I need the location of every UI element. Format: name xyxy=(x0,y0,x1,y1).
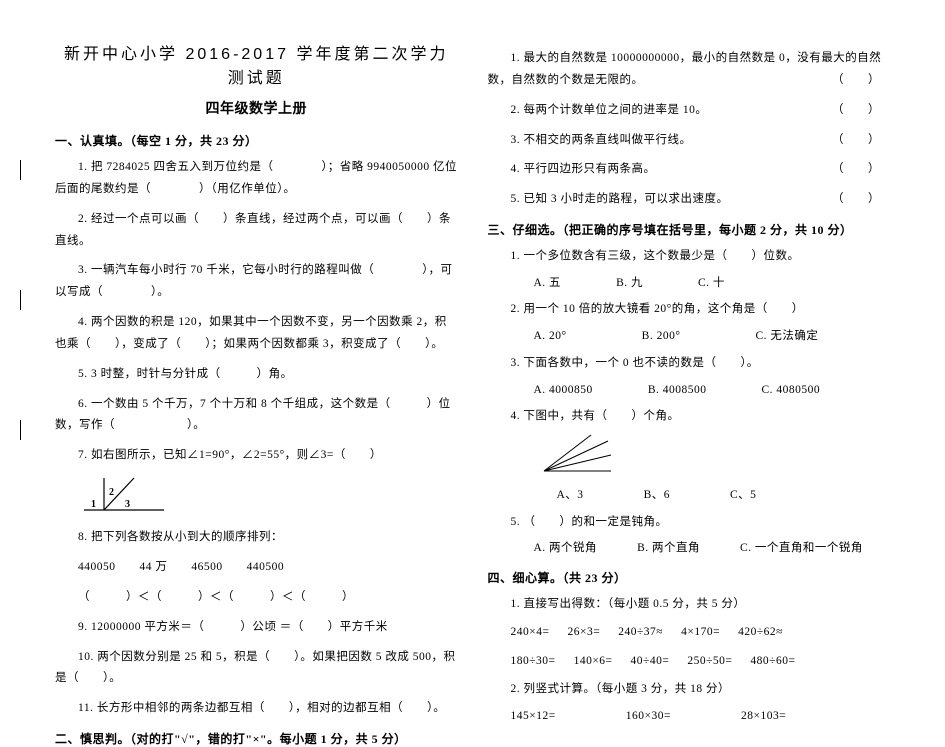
exam-subtitle: 四年级数学上册 xyxy=(55,98,458,118)
s2-q4-text: 4. 平行四边形只有两条高。 xyxy=(511,163,656,175)
s2-q5: 5. 已知 3 小时走的路程，可以求出速度。 （ ） xyxy=(488,189,901,211)
calc: 28×103= xyxy=(741,705,786,728)
opt-b: B、6 xyxy=(644,485,670,506)
s4-sub1: 1. 直接写出得数：（每小题 0.5 分，共 5 分） xyxy=(511,594,901,615)
s1-q4: 4. 两个因数的积是 120，如果其中一个因数不变，另一个因数乘 2，积也乘（ … xyxy=(55,312,458,356)
paren-blank: （ ） xyxy=(809,100,880,122)
calc-row-3: 145×12= 160×30= 28×103= xyxy=(511,705,901,728)
s3-q1-options: A. 五 B. 九 C. 十 xyxy=(534,273,901,294)
opt-a: A. 4000850 xyxy=(534,380,593,401)
opt-a: A、3 xyxy=(557,485,584,506)
calc-row-2: 180÷30= 140×6= 40÷40= 250÷50= 480÷60= xyxy=(511,650,901,673)
s2-q1: 1. 最大的自然数是 10000000000，最小的自然数是 0，没有最大的自然… xyxy=(488,48,901,92)
opt-a: A. 五 xyxy=(534,273,562,294)
s2-q3-text: 3. 不相交的两条直线叫做平行线。 xyxy=(511,134,692,146)
s3-q2: 2. 用一个 10 倍的放大镜看 20°的角，这个角是（ ） xyxy=(511,299,901,320)
s1-q9: 9. 12000000 平方米＝（ ）公顷 ＝（ ）平方千米 xyxy=(55,617,458,639)
paren-blank: （ ） xyxy=(809,70,880,92)
s1-q8: 8. 把下列各数按从小到大的顺序排列： xyxy=(55,527,458,549)
opt-b: B. 两个直角 xyxy=(637,538,700,559)
svg-text:1: 1 xyxy=(91,499,97,510)
s3-q1: 1. 一个多位数含有三级，这个数最少是（ ）位数。 xyxy=(511,246,901,267)
s1-q8-nums: 440050 44 万 46500 440500 xyxy=(78,557,458,579)
right-column: 1. 最大的自然数是 10000000000，最小的自然数是 0，没有最大的自然… xyxy=(473,40,916,648)
opt-a: A. 20° xyxy=(534,326,567,347)
section1-header: 一、认真填。（每空 1 分，共 23 分） xyxy=(55,132,458,149)
calc-row-1: 240×4= 26×3= 240÷37≈ 4×170= 420÷62≈ xyxy=(511,621,901,644)
calc: 240÷37≈ xyxy=(618,621,663,644)
opt-b: B. 4008500 xyxy=(648,380,707,401)
s3-q2-options: A. 20° B. 200° C. 无法确定 xyxy=(534,326,901,347)
svg-text:2: 2 xyxy=(109,487,115,498)
calc: 40÷40= xyxy=(631,650,670,673)
s3-q5-options: A. 两个锐角 B. 两个直角 C. 一个直角和一个锐角 xyxy=(534,538,901,559)
exam-title: 新开中心小学 2016-2017 学年度第二次学力测试题 xyxy=(55,40,458,88)
s1-q5: 5. 3 时整，时针与分针成（ ）角。 xyxy=(55,364,458,386)
opt-c: C、5 xyxy=(730,485,756,506)
left-column: 新开中心小学 2016-2017 学年度第二次学力测试题 四年级数学上册 一、认… xyxy=(30,40,473,648)
s1-q6: 6. 一个数由 5 个千万，7 个十万和 8 个千组成，这个数是（ ）位数，写作… xyxy=(55,394,458,438)
s3-q4-options: A、3 B、6 C、5 xyxy=(557,485,901,506)
fan-angle-diagram xyxy=(536,433,901,479)
s2-q2: 2. 每两个计数单位之间的进率是 10。 （ ） xyxy=(488,100,901,122)
s2-q2-text: 2. 每两个计数单位之间的进率是 10。 xyxy=(511,104,708,116)
s3-q3: 3. 下面各数中，一个 0 也不读的数是（ ）。 xyxy=(511,353,901,374)
s3-q3-options: A. 4000850 B. 4008500 C. 4080500 xyxy=(534,380,901,401)
s4-sub2: 2. 列竖式计算。（每小题 3 分，共 18 分） xyxy=(511,679,901,700)
angle-diagram: 1 2 3 xyxy=(79,475,458,519)
s1-q1: 1. 把 7284025 四舍五入到万位约是（ ）；省略 9940050000 … xyxy=(55,157,458,201)
calc: 140×6= xyxy=(574,650,613,673)
opt-b: B. 200° xyxy=(642,326,681,347)
calc: 4×170= xyxy=(681,621,720,644)
paren-blank: （ ） xyxy=(809,130,880,152)
calc: 480÷60= xyxy=(750,650,795,673)
s1-q2: 2. 经过一个点可以画（ ）条直线，经过两个点，可以画（ ）条直线。 xyxy=(55,209,458,253)
s1-q3: 3. 一辆汽车每小时行 70 千米，它每小时行的路程叫做（ ），可以写成（ ）。 xyxy=(55,260,458,304)
opt-c: C. 无法确定 xyxy=(755,326,818,347)
calc: 180÷30= xyxy=(511,650,556,673)
opt-b: B. 九 xyxy=(616,273,643,294)
paren-blank: （ ） xyxy=(809,159,880,181)
s1-q11: 11. 长方形中相邻的两条边都互相（ ），相对的边都互相（ ）。 xyxy=(55,698,458,720)
s3-q5: 5. （ ）的和一定是钝角。 xyxy=(511,512,901,533)
section4-header: 四、细心算。（共 23 分） xyxy=(488,569,901,586)
calc: 420÷62≈ xyxy=(738,621,783,644)
s3-q4: 4. 下图中，共有（ ）个角。 xyxy=(511,406,901,427)
section3-header: 三、仔细选。（把正确的序号填在括号里，每小题 2 分，共 10 分） xyxy=(488,221,901,238)
s2-q3: 3. 不相交的两条直线叫做平行线。 （ ） xyxy=(488,130,901,152)
s1-q7: 7. 如右图所示，已知∠1=90°，∠2=55°，则∠3=（ ） xyxy=(55,445,458,467)
calc: 26×3= xyxy=(567,621,600,644)
opt-c: C. 十 xyxy=(698,273,725,294)
calc: 240×4= xyxy=(511,621,550,644)
svg-text:3: 3 xyxy=(125,499,131,510)
calc: 250÷50= xyxy=(687,650,732,673)
s2-q4: 4. 平行四边形只有两条高。 （ ） xyxy=(488,159,901,181)
s2-q5-text: 5. 已知 3 小时走的路程，可以求出速度。 xyxy=(511,193,729,205)
opt-a: A. 两个锐角 xyxy=(534,538,598,559)
section2-header: 二、慎思判。（对的打"√"，错的打"×"。每小题 1 分，共 5 分） xyxy=(55,730,458,747)
paren-blank: （ ） xyxy=(809,189,880,211)
calc: 160×30= xyxy=(626,705,671,728)
opt-c: C. 4080500 xyxy=(761,380,820,401)
opt-c: C. 一个直角和一个锐角 xyxy=(740,538,863,559)
s1-q10: 10. 两个因数分别是 25 和 5，积是（ ）。如果把因数 5 改成 500，… xyxy=(55,647,458,691)
s1-q8-blanks: （ ）＜（ ）＜（ ）＜（ ） xyxy=(78,587,458,609)
calc: 145×12= xyxy=(511,705,556,728)
